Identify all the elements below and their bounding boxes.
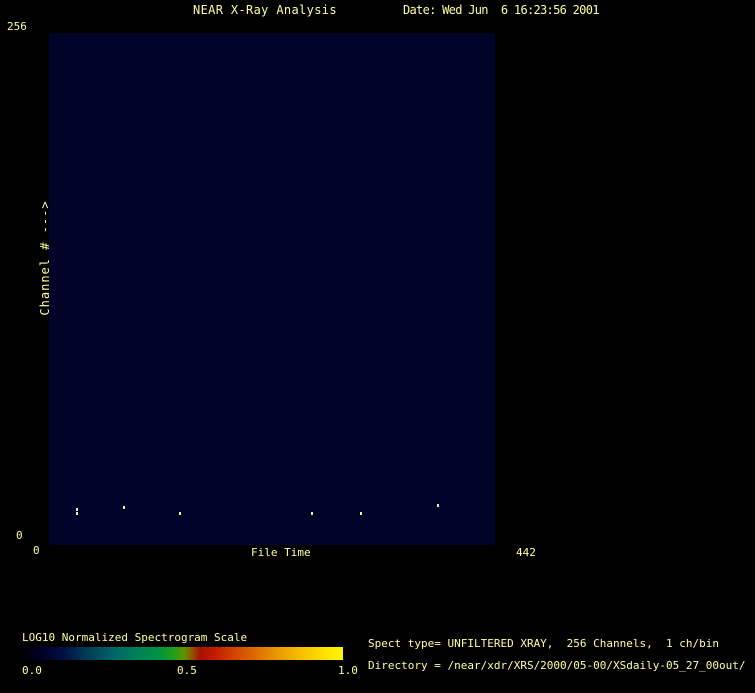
x-axis-min-label: 0	[33, 544, 40, 557]
date-label: Date: Wed Jun 6 16:23:56 2001	[403, 3, 599, 17]
x-axis-max-label: 442	[516, 546, 536, 559]
page-title: NEAR X-Ray Analysis	[193, 3, 337, 17]
colorbar-title: LOG10 Normalized Spectrogram Scale	[22, 631, 248, 644]
x-axis-label: File Time	[251, 546, 311, 559]
spectrogram-point	[359, 512, 362, 515]
spectrogram-point	[122, 506, 125, 509]
directory-info: Directory = /near/xdr/XRS/2000/05-00/XSd…	[368, 659, 746, 672]
spectrogram-point	[437, 504, 440, 507]
colorbar-gradient	[22, 647, 343, 660]
y-axis-min-label: 0	[16, 529, 23, 542]
spectrogram-point	[179, 512, 182, 515]
spectrogram-point	[311, 512, 314, 515]
colorbar-tick-05: 0.5	[177, 664, 197, 677]
spectrogram-plot	[49, 33, 495, 545]
spectrogram-point	[76, 512, 79, 515]
spectrogram-point	[76, 508, 79, 511]
colorbar-tick-1: 1.0	[338, 664, 358, 677]
spect-type-info: Spect type= UNFILTERED XRAY, 256 Channel…	[368, 637, 719, 650]
y-axis-max-label: 256	[7, 20, 27, 33]
colorbar-tick-0: 0.0	[22, 664, 42, 677]
